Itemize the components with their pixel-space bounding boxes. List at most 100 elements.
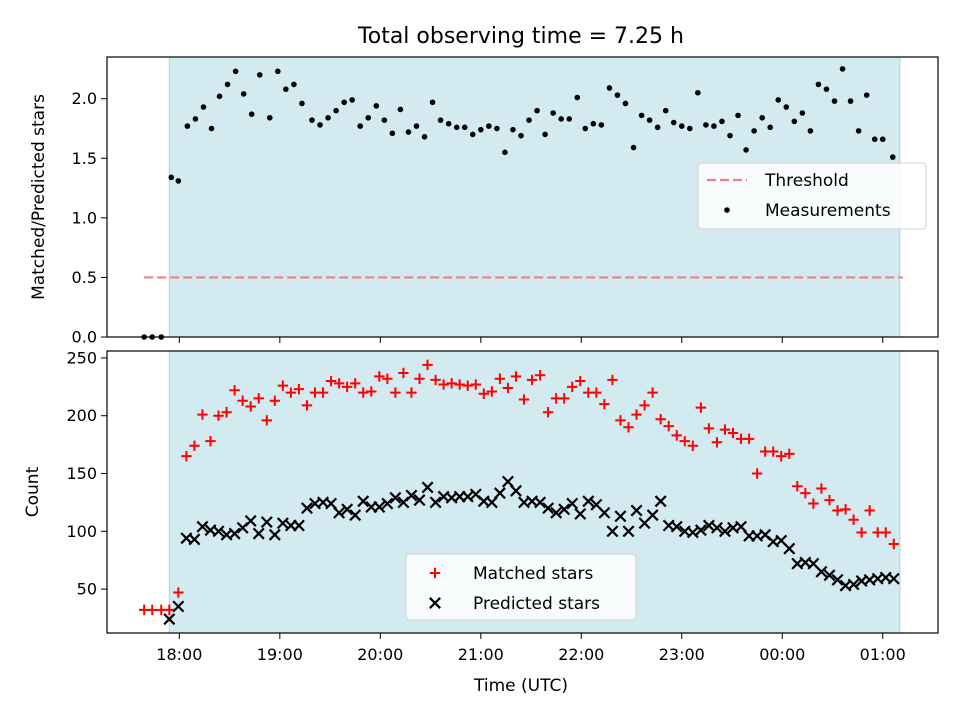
matched-star-point [703,423,715,434]
matched-star-point [800,487,811,499]
matched-star-point [695,402,707,413]
matched-star-point [655,413,666,425]
measurement-point [703,122,709,128]
x-tick-label: 18:00 [156,645,202,664]
matched-star-point [446,378,457,389]
measurement-point [240,91,247,97]
top-axes-frame [106,56,939,338]
measurement-point [863,92,870,98]
measurement-point [266,114,273,121]
matched-star-point [382,373,393,384]
matched-star-point [727,427,739,439]
top-y-tick-label: 0.0 [72,328,97,347]
measurement-point [373,103,380,109]
measurement-point [333,107,339,114]
matched-star-point [349,378,361,389]
x-tick-label: 00:00 [759,645,805,664]
measurement-point [695,89,701,96]
matched-star-point [864,505,875,516]
matched-star-point [776,450,787,462]
predicted-star-point [542,502,555,515]
matched-star-point [390,387,401,398]
measurement-point [542,131,548,138]
predicted-star-point [244,514,257,527]
bottom-y-axis-label: Count [23,466,43,517]
measurement-point [283,86,289,92]
predicted-star-point [373,501,386,514]
measurement-point [799,110,806,116]
measurement-point [534,107,540,114]
matched-star-point [663,420,674,432]
matched-star-point [164,604,175,616]
matched-star-point [333,378,345,389]
measurement-point [839,66,846,72]
measurement-point [550,110,556,116]
matched-star-point [639,400,650,411]
measurement-point [413,123,420,129]
matched-star-point [430,374,441,386]
matched-star-point [502,382,514,394]
x-tick-label: 20:00 [357,645,403,664]
measurement-point [670,119,677,126]
measurement-point [783,104,790,110]
measurement-point [889,154,896,160]
matched-star-point [567,381,578,393]
measurement-point [582,125,589,132]
matched-star-point [422,359,433,371]
measurement-point [743,147,749,153]
matched-star-point [189,440,200,451]
measurement-point [317,122,323,128]
predicted-star-point [534,496,547,509]
bottom-axes-frame [106,350,939,634]
measurement-point [847,98,854,104]
matched-star-point [462,380,473,391]
measurement-point [719,118,725,125]
measurement-point [349,97,355,103]
matched-star-point [181,450,192,462]
x-tick-label: 23:00 [659,645,705,664]
x-axis-label: Time (UTC) [473,676,568,696]
matched-star-point [687,440,699,451]
predicted-star-point [646,509,659,522]
matched-star-point [277,380,289,391]
measurement-point [510,126,516,133]
predicted-star-point [381,497,394,510]
measurement-point [526,117,532,123]
predicted-star-point [268,528,281,541]
matched-star-point [317,387,329,398]
predicted-star-point [815,565,828,578]
matched-star-point [808,498,819,509]
top-legend-box [697,162,927,230]
matched-star-point [518,394,530,405]
predicted-star-point [163,613,176,626]
matched-star-point [269,395,281,406]
x-tick-label: 22:00 [558,645,604,664]
predicted-star-point [710,521,723,534]
matched-star-point [237,395,248,406]
measurement-point [256,72,263,78]
measurement-point [574,94,581,101]
bottom-y-tick-label: 50 [77,580,97,599]
measurement-point [192,116,199,122]
matched-star-point [599,398,610,410]
measurement-point [216,93,223,100]
measurement-point [502,149,508,156]
matched-star-point [494,373,506,384]
matched-star-point [880,527,891,538]
measurement-point [405,129,412,135]
legend-measurements-label: Measurements [765,201,891,221]
matched-star-point [205,435,216,447]
measurement-point [831,98,838,104]
matched-star-point [607,374,618,386]
x-tick-label: 01:00 [860,645,906,664]
measurement-point [299,100,305,107]
predicted-star-point [566,497,579,510]
legend-threshold-label: Threshold [764,171,849,191]
top-legend: Threshold Measurements [697,162,927,230]
matched-star-point [366,386,377,397]
matched-star-point [406,387,417,398]
matched-star-point [253,393,264,404]
matched-star-point [856,527,867,538]
measurement-point [200,104,207,110]
